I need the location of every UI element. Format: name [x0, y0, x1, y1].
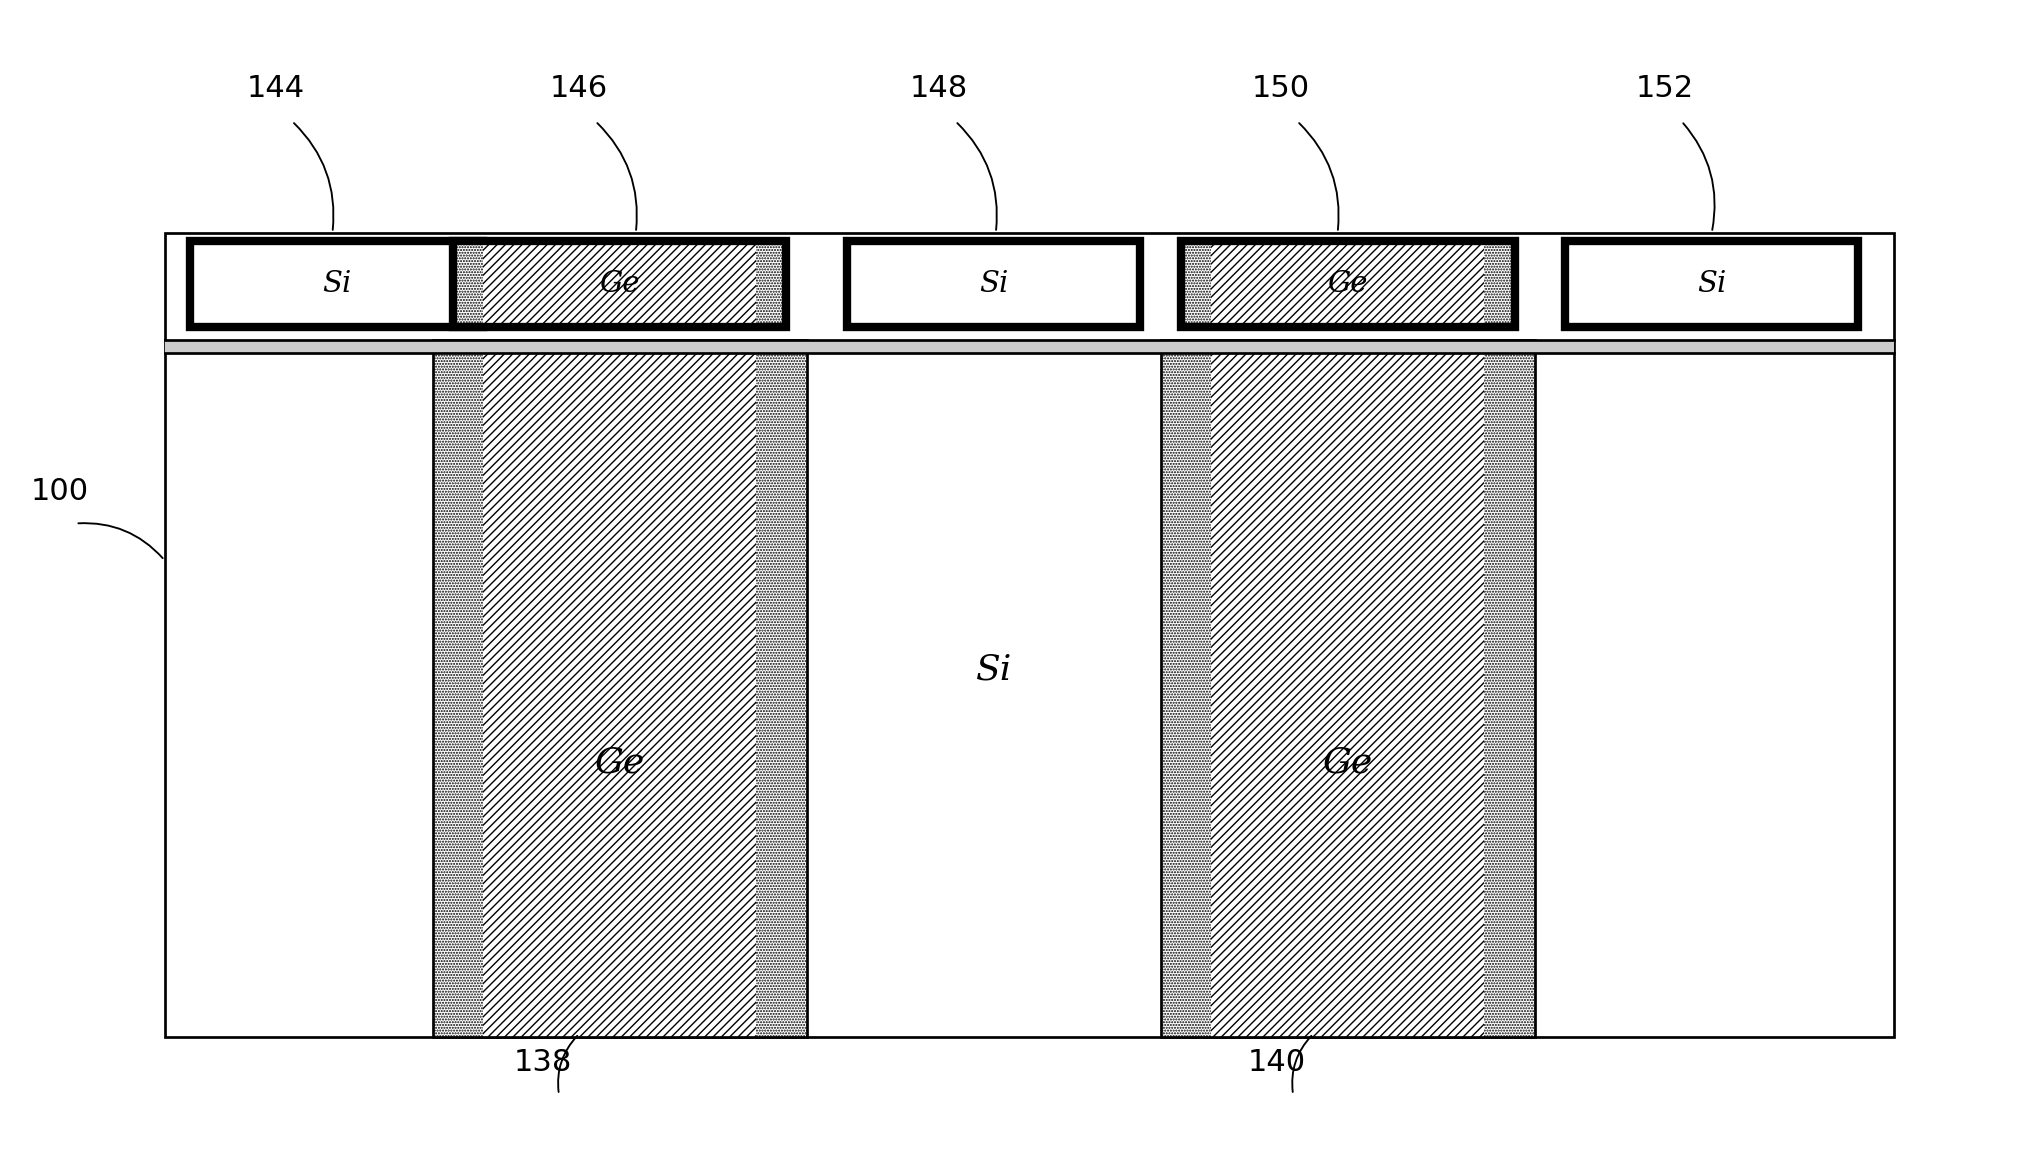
Bar [483, 340, 756, 1037]
Bar [164, 232, 1894, 1037]
Text: Si: Si [980, 270, 1008, 298]
Text: Ge: Ge [1322, 746, 1373, 780]
Bar [1160, 340, 1535, 1037]
Bar [1180, 240, 1515, 327]
Text: Ge: Ge [594, 746, 645, 780]
Bar [452, 240, 787, 327]
Bar [432, 340, 807, 1037]
Text: Ge: Ge [600, 270, 641, 298]
Text: 138: 138 [513, 1048, 572, 1078]
Text: 150: 150 [1251, 74, 1310, 104]
Text: 140: 140 [1247, 1048, 1306, 1078]
Text: 152: 152 [1637, 74, 1693, 104]
Text: 146: 146 [550, 74, 608, 104]
Text: Ge: Ge [1328, 270, 1369, 298]
Bar [1484, 240, 1515, 327]
Bar [1160, 340, 1535, 1037]
Bar [1180, 240, 1211, 327]
Bar [164, 340, 1894, 353]
Text: 144: 144 [247, 74, 304, 104]
Text: 100: 100 [30, 477, 89, 506]
Text: Si: Si [1697, 270, 1726, 298]
Bar [1566, 240, 1858, 327]
Bar [1211, 340, 1484, 1037]
Text: Si: Si [322, 270, 351, 298]
Bar [1211, 240, 1484, 327]
Bar [483, 240, 756, 327]
Bar [756, 240, 787, 327]
Text: 148: 148 [911, 74, 967, 104]
Text: Si: Si [975, 653, 1012, 686]
Bar [191, 240, 483, 327]
Bar [452, 240, 483, 327]
Bar [432, 340, 807, 1037]
Bar [848, 240, 1140, 327]
